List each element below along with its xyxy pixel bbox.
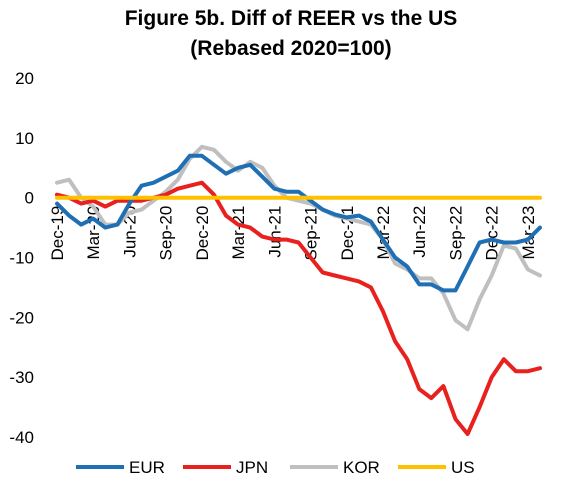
x-tick-label: Sep-20: [157, 206, 176, 261]
legend-label-us: US: [451, 458, 475, 477]
y-tick-label: -20: [9, 308, 34, 327]
x-tick-label: Jun-22: [410, 206, 429, 258]
x-tick-label: Dec-20: [193, 206, 212, 261]
series-line-eur: [55, 153, 542, 293]
y-axis: 20 10 0 -10 -20 -30 -40: [9, 69, 34, 447]
series-layer: [55, 144, 542, 436]
legend: EUR JPN KOR US: [76, 458, 475, 477]
legend-label-jpn: JPN: [236, 458, 268, 477]
y-tick-label: -30: [9, 368, 34, 387]
chart-title: Figure 5b. Diff of REER vs the US: [124, 7, 458, 30]
y-tick-label: 0: [25, 189, 34, 208]
series-line-jpn: [55, 180, 542, 436]
x-tick-label: Dec-19: [48, 206, 67, 261]
x-tick-label: Sep-22: [446, 206, 465, 261]
x-tick-label: Jun-21: [265, 206, 284, 258]
chart-subtitle: (Rebased 2020=100): [190, 37, 392, 60]
x-tick-label: Dec-22: [483, 206, 502, 261]
legend-label-eur: EUR: [129, 458, 165, 477]
y-tick-label: 20: [15, 69, 34, 88]
y-tick-label: 10: [15, 129, 34, 148]
y-tick-label: -10: [9, 249, 34, 268]
series-line-kor: [55, 144, 542, 332]
x-tick-label: Sep-21: [302, 206, 321, 261]
x-tick-label: Mar-21: [229, 206, 248, 260]
legend-label-kor: KOR: [343, 458, 380, 477]
x-tick-label: Mar-23: [519, 206, 538, 260]
y-tick-label: -40: [9, 428, 34, 447]
